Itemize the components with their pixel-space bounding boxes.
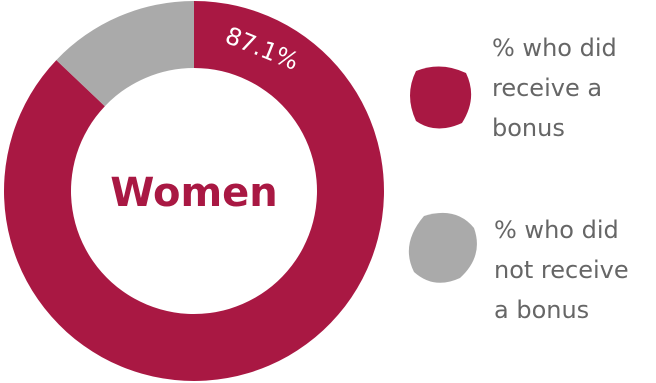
legend-item-received: % who did receive a bonus: [406, 28, 617, 148]
legend-item-not-received: % who did not receive a bonus: [404, 210, 629, 330]
legend-swatch-received: [410, 66, 472, 129]
legend-line: % who did: [494, 216, 619, 244]
legend-swatch-not-received: [408, 212, 477, 283]
legend-line: % who did: [492, 34, 617, 62]
legend-line: a bonus: [494, 296, 590, 324]
donut-slice-0: [3, 1, 385, 381]
donut-slice-1: [56, 1, 195, 107]
donut-chart: 87.1%Women: [3, 1, 385, 381]
legend-line: receive a: [492, 74, 603, 102]
legend-label-received: % who did receive a bonus: [492, 28, 617, 148]
legend-label-not-received: % who did not receive a bonus: [494, 210, 629, 330]
legend-line: bonus: [492, 114, 565, 142]
legend-line: not receive: [494, 256, 629, 284]
center-label: Women: [110, 170, 277, 216]
